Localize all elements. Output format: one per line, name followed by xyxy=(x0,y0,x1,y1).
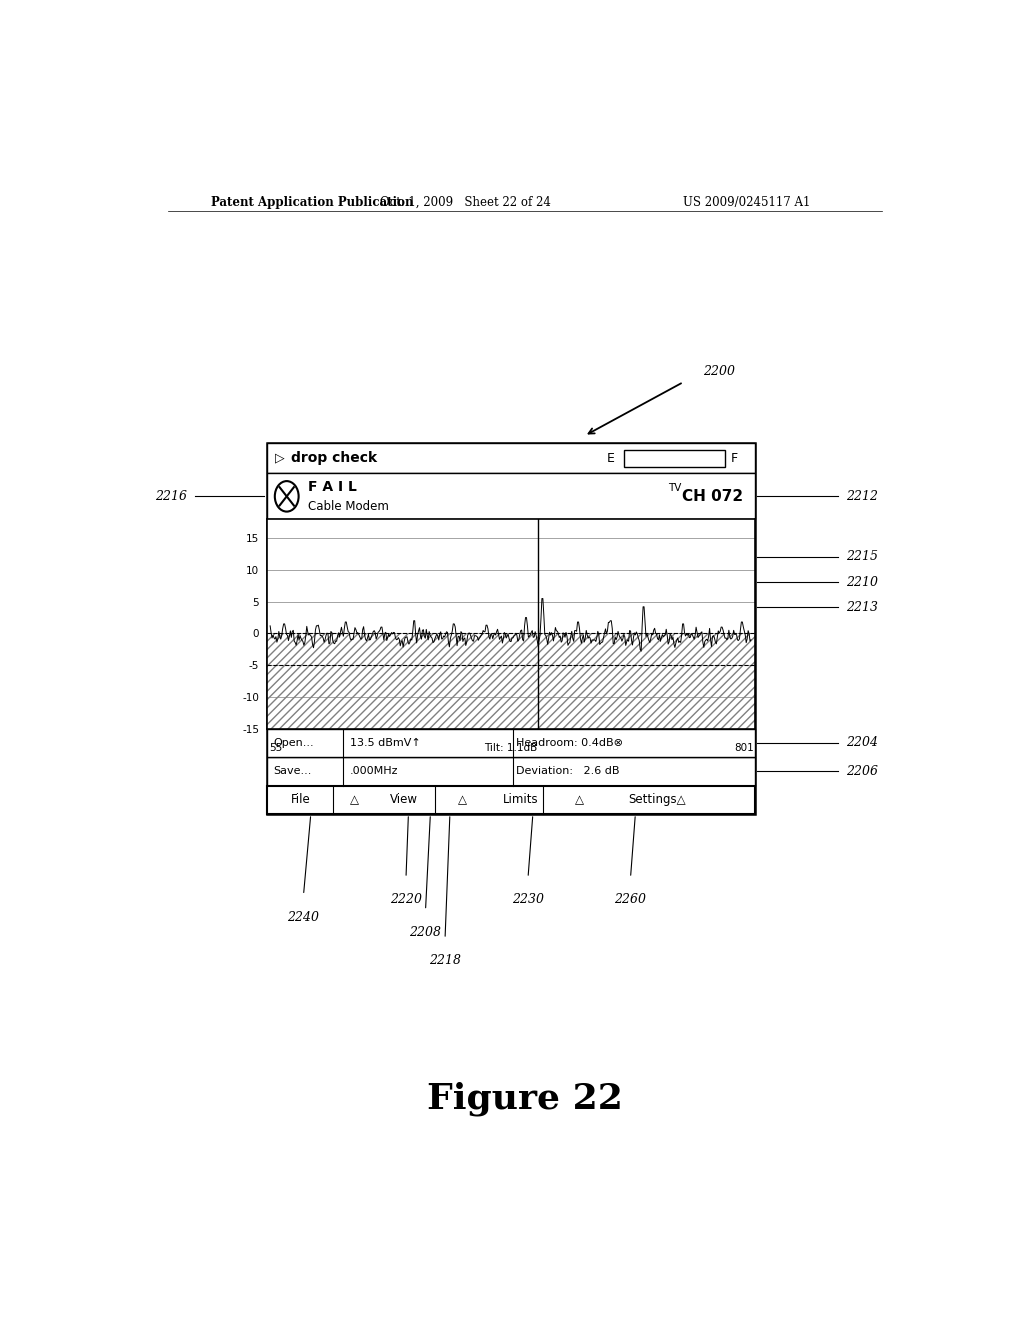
Text: Open...: Open... xyxy=(273,738,313,748)
Text: 2218: 2218 xyxy=(429,954,461,968)
Text: △: △ xyxy=(350,793,359,807)
Text: Cable Modem: Cable Modem xyxy=(308,500,389,513)
Text: E: E xyxy=(606,451,614,465)
Text: △: △ xyxy=(458,793,467,807)
Text: F A I L: F A I L xyxy=(308,480,357,494)
Text: CH 072: CH 072 xyxy=(682,488,743,504)
Text: 2212: 2212 xyxy=(846,490,879,503)
Text: Figure 22: Figure 22 xyxy=(427,1081,623,1115)
Text: Oct. 1, 2009   Sheet 22 of 24: Oct. 1, 2009 Sheet 22 of 24 xyxy=(380,195,551,209)
Text: View: View xyxy=(389,793,418,807)
Bar xyxy=(267,758,755,785)
Text: Headroom: 0.4dB⊗: Headroom: 0.4dB⊗ xyxy=(516,738,623,748)
Text: .000MHz: .000MHz xyxy=(350,767,398,776)
Text: 2204: 2204 xyxy=(846,737,879,750)
Text: Save...: Save... xyxy=(273,767,311,776)
Text: TV: TV xyxy=(668,483,681,494)
Text: F: F xyxy=(731,451,738,465)
Bar xyxy=(624,450,725,467)
Bar xyxy=(267,729,755,758)
Text: drop check: drop check xyxy=(291,451,377,465)
Text: 2200: 2200 xyxy=(703,366,735,379)
Text: Limits: Limits xyxy=(503,793,539,807)
Text: 2230: 2230 xyxy=(512,894,544,907)
Text: 2240: 2240 xyxy=(288,911,319,924)
Text: 2215: 2215 xyxy=(846,550,879,564)
Text: Settings△: Settings△ xyxy=(629,793,686,807)
Text: 2213: 2213 xyxy=(846,601,879,614)
Text: US 2009/0245117 A1: US 2009/0245117 A1 xyxy=(683,195,811,209)
Text: 2216: 2216 xyxy=(156,490,187,503)
Text: △: △ xyxy=(574,793,584,807)
Text: 2208: 2208 xyxy=(410,925,441,939)
Text: Patent Application Publication: Patent Application Publication xyxy=(211,195,414,209)
Text: 2260: 2260 xyxy=(614,894,646,907)
Bar xyxy=(267,444,755,474)
Text: 13.5 dBmV↑: 13.5 dBmV↑ xyxy=(350,738,421,748)
Bar xyxy=(267,474,755,519)
Text: 2206: 2206 xyxy=(846,764,879,777)
Text: 2210: 2210 xyxy=(846,576,879,589)
Bar xyxy=(267,444,755,814)
Bar xyxy=(267,785,755,814)
Text: 2220: 2220 xyxy=(390,894,422,907)
Text: ▷: ▷ xyxy=(274,451,285,465)
Text: File: File xyxy=(291,793,311,807)
Text: Deviation:   2.6 dB: Deviation: 2.6 dB xyxy=(516,767,620,776)
